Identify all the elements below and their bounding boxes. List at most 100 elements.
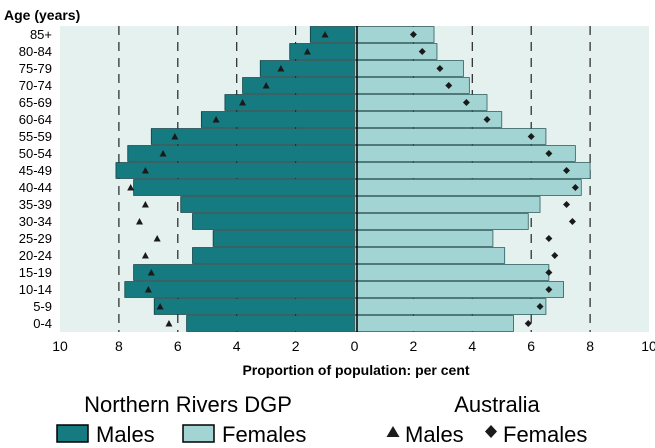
markers — [127, 31, 579, 327]
marker-australia-male — [277, 65, 285, 72]
legend-label: Males — [405, 422, 464, 447]
bar-female — [354, 60, 464, 77]
bar-female — [354, 43, 438, 60]
bar-male — [259, 60, 355, 77]
marker-australia-female — [527, 133, 535, 140]
x-tick-label: 6 — [527, 338, 535, 354]
marker-australia-female — [418, 48, 426, 55]
age-group-label: 5-9 — [33, 299, 52, 314]
marker-australia-male — [159, 150, 167, 157]
marker-australia-female — [445, 82, 453, 89]
bar-female — [354, 230, 494, 247]
age-group-label: 70-74 — [19, 78, 52, 93]
marker-australia-male — [153, 235, 161, 242]
age-group-labels: 85+ 80-84 75-79 70-74 65-69 60-64 55-59 50-54 45… — [19, 27, 52, 331]
x-tick-label: 8 — [115, 338, 123, 354]
marker-australia-female — [545, 235, 553, 242]
bar-female — [354, 179, 582, 196]
x-tick-labels: 10 8 6 4 2 0 2 4 6 8 10 — [52, 338, 655, 354]
marker-australia-female — [563, 201, 571, 208]
bar-male — [133, 264, 355, 281]
bar-male — [180, 196, 355, 213]
bar-female — [354, 77, 470, 94]
marker-australia-female — [536, 303, 544, 310]
plot-background — [60, 26, 649, 332]
age-group-label: 85+ — [30, 27, 52, 42]
bar-female — [354, 315, 514, 332]
bar-male — [289, 43, 355, 60]
bar-male — [115, 162, 355, 179]
grid-lines — [118, 26, 591, 332]
y-axis-title: Age (years) — [4, 7, 80, 23]
bar-male — [242, 77, 355, 94]
legend-swatch-females — [182, 424, 215, 443]
age-group-label: 10-14 — [19, 282, 52, 297]
bar-female — [354, 281, 564, 298]
marker-australia-female — [462, 99, 470, 106]
marker-australia-male — [141, 167, 149, 174]
bar-male — [150, 128, 355, 145]
bar-male — [200, 111, 355, 128]
age-group-label: 15-19 — [19, 265, 52, 280]
marker-australia-male — [303, 48, 311, 55]
marker-australia-male — [165, 320, 173, 327]
bar-male — [192, 247, 355, 264]
age-group-label: 35-39 — [19, 197, 52, 212]
marker-australia-male — [156, 303, 164, 310]
age-group-label: 0-4 — [33, 316, 52, 331]
legend: Northern Rivers DGP Australia Males Females… — [56, 392, 587, 447]
marker-australia-male — [321, 31, 329, 38]
marker-australia-female — [551, 252, 559, 259]
x-tick-label: 10 — [641, 338, 655, 354]
bar-female — [354, 298, 547, 315]
age-group-label: 25-29 — [19, 231, 52, 246]
marker-australia-male — [171, 133, 179, 140]
bar-female — [354, 247, 506, 264]
bar-male — [212, 230, 355, 247]
age-group-label: 75-79 — [19, 61, 52, 76]
bar-female — [354, 264, 550, 281]
bar-female — [354, 128, 547, 145]
x-axis-title: Proportion of population: per cent — [242, 362, 469, 378]
bar-male — [309, 26, 355, 43]
marker-australia-female — [545, 150, 553, 157]
bar-male — [153, 298, 355, 315]
bar-male — [133, 179, 355, 196]
marker-australia-female — [483, 116, 491, 123]
marker-australia-male — [127, 184, 135, 191]
legend-group-title: Australia — [454, 392, 540, 417]
x-tick-label: 6 — [174, 338, 182, 354]
legend-marker-diamond — [485, 425, 497, 438]
bars — [115, 26, 591, 332]
bar-male — [192, 213, 355, 230]
age-group-label: 45-49 — [19, 163, 52, 178]
age-group-label: 40-44 — [19, 180, 52, 195]
age-group-label: 20-24 — [19, 248, 52, 263]
marker-australia-female — [409, 31, 417, 38]
age-group-label: 80-84 — [19, 44, 52, 59]
legend-swatch-males — [56, 424, 89, 443]
marker-australia-female — [568, 218, 576, 225]
marker-australia-male — [141, 252, 149, 259]
bar-female — [354, 94, 488, 111]
marker-australia-male — [212, 116, 220, 123]
x-tick-label: 2 — [292, 338, 300, 354]
bar-male — [186, 315, 355, 332]
marker-australia-male — [262, 82, 270, 89]
bar-female — [354, 111, 503, 128]
marker-australia-female — [545, 269, 553, 276]
marker-australia-female — [436, 65, 444, 72]
age-group-label: 65-69 — [19, 95, 52, 110]
bar-female — [354, 145, 576, 162]
bar-female — [354, 213, 529, 230]
x-tick-label: 10 — [52, 338, 68, 354]
legend-marker-triangle — [386, 426, 400, 437]
bar-female — [354, 26, 435, 43]
x-tick-label: 4 — [233, 338, 241, 354]
x-tick-label: 4 — [468, 338, 476, 354]
marker-australia-male — [144, 286, 152, 293]
bar-female — [354, 162, 591, 179]
age-group-label: 30-34 — [19, 214, 52, 229]
marker-australia-male — [141, 201, 149, 208]
age-group-label: 50-54 — [19, 146, 52, 161]
